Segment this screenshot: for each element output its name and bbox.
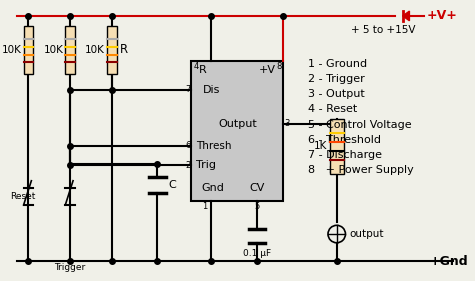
Text: 6 - Threshold: 6 - Threshold xyxy=(308,135,380,144)
Text: CV: CV xyxy=(249,183,265,192)
Text: 1 - Ground: 1 - Ground xyxy=(308,59,367,69)
Text: + 5 to +15V: + 5 to +15V xyxy=(352,26,416,35)
Text: 0.1 µF: 0.1 µF xyxy=(243,249,271,258)
Text: Dis: Dis xyxy=(203,85,220,95)
Text: 1K: 1K xyxy=(314,141,327,151)
Bar xyxy=(330,119,343,174)
Text: Trigger: Trigger xyxy=(55,264,86,273)
Text: 6: 6 xyxy=(185,141,190,150)
Text: 2 - Trigger: 2 - Trigger xyxy=(308,74,364,84)
Text: Trig: Trig xyxy=(196,160,216,170)
Text: Gnd: Gnd xyxy=(201,183,224,192)
Bar xyxy=(24,26,33,74)
Text: 8   + Power Supply: 8 + Power Supply xyxy=(308,165,413,175)
Text: R: R xyxy=(120,43,128,56)
Text: C: C xyxy=(168,180,176,190)
Text: 3: 3 xyxy=(285,119,290,128)
Text: 10K: 10K xyxy=(44,45,63,55)
Bar xyxy=(107,26,117,74)
Text: +Gnd: +Gnd xyxy=(430,255,468,268)
Text: 5 - Control Voltage: 5 - Control Voltage xyxy=(308,119,411,130)
Text: output: output xyxy=(349,229,384,239)
Text: Reset: Reset xyxy=(10,192,36,201)
Bar xyxy=(191,60,284,201)
Text: 4 - Reset: 4 - Reset xyxy=(308,105,357,114)
Text: Output: Output xyxy=(218,119,257,128)
Text: 7: 7 xyxy=(185,85,190,94)
Text: +V+: +V+ xyxy=(427,10,458,22)
Text: 2: 2 xyxy=(185,161,190,170)
Bar xyxy=(65,26,75,74)
Text: R: R xyxy=(199,65,207,75)
Text: 1: 1 xyxy=(202,202,208,211)
Text: Thresh: Thresh xyxy=(196,141,232,151)
Text: 8: 8 xyxy=(276,62,282,71)
Text: 3 - Output: 3 - Output xyxy=(308,89,364,99)
Polygon shape xyxy=(403,11,409,21)
Text: +V: +V xyxy=(258,65,276,75)
Text: 4: 4 xyxy=(193,62,199,71)
Text: 5: 5 xyxy=(255,202,260,211)
Text: 10K: 10K xyxy=(85,45,105,55)
Text: 10K: 10K xyxy=(2,45,22,55)
Text: 7 - Discharge: 7 - Discharge xyxy=(308,149,381,160)
